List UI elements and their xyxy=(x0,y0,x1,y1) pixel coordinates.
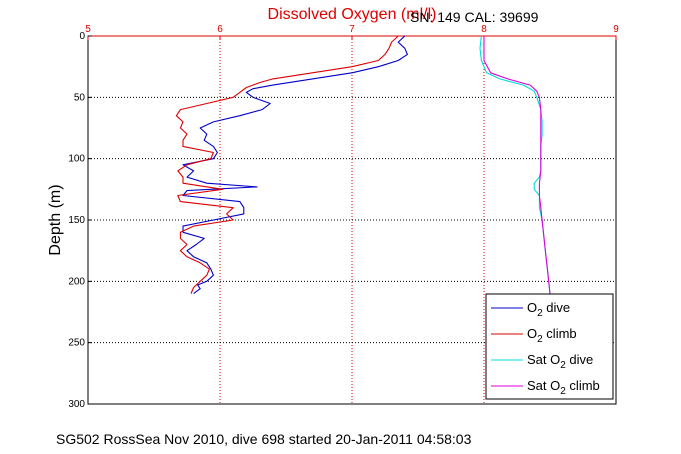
y-ticks: 0 50 100 150 200 250 300 xyxy=(68,31,92,410)
grid xyxy=(88,36,616,404)
chart-title: Dissolved Oxygen (ml/l) xyxy=(268,6,437,23)
x-tick-label: 9 xyxy=(613,24,619,35)
y-tick-label: 250 xyxy=(68,338,85,349)
series-line xyxy=(182,35,408,295)
y-tick-label: 200 xyxy=(68,276,85,287)
legend-label: Sat O2 climb xyxy=(527,378,600,397)
y-axis-label: Depth (m) xyxy=(47,184,64,255)
y-tick-label: 0 xyxy=(79,31,85,42)
legend-box xyxy=(485,293,614,400)
legend-label: O2 climb xyxy=(527,326,577,345)
y-tick-label: 100 xyxy=(68,154,85,165)
legend-label: O2 dive xyxy=(527,300,570,319)
data-lines xyxy=(175,35,551,295)
footer-text: SG502 RossSea Nov 2010, dive 698 started… xyxy=(56,431,472,447)
sn-cal-label: SN: 149 CAL: 39699 xyxy=(410,9,539,25)
legend: O2 dive O2 climb Sat O2 dive Sat O2 climb xyxy=(485,293,614,400)
x-tick-label: 6 xyxy=(217,24,223,35)
legend-label: Sat O2 dive xyxy=(527,352,593,371)
x-tick-label: 7 xyxy=(349,24,355,35)
x-ticks: 5 6 7 8 9 xyxy=(85,24,619,40)
y-tick-label: 300 xyxy=(68,399,85,410)
y-tick-label: 150 xyxy=(68,215,85,226)
x-tick-label: 5 xyxy=(85,24,91,35)
y-tick-label: 50 xyxy=(74,92,86,103)
x-tick-label: 8 xyxy=(481,24,487,35)
series-line xyxy=(483,36,551,294)
series-line xyxy=(175,35,399,294)
